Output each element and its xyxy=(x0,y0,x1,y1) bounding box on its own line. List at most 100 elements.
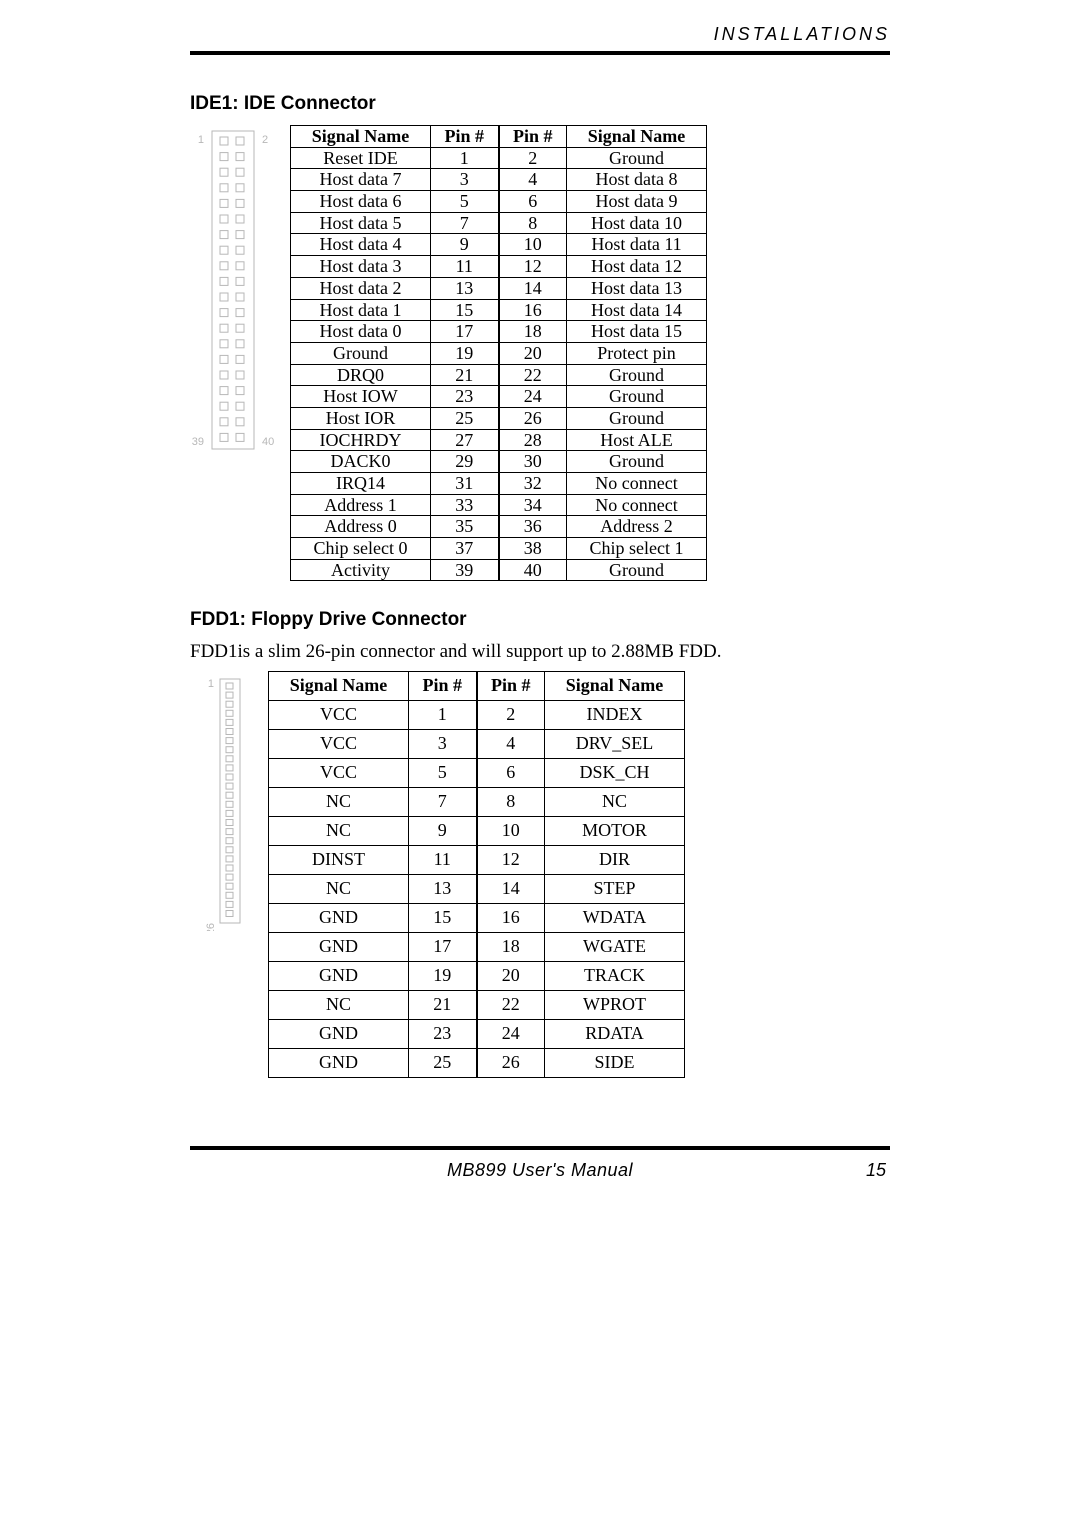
fdd-table: Signal NamePin #Pin #Signal Name VCC12IN… xyxy=(268,671,685,1077)
table-cell: 24 xyxy=(499,386,567,408)
table-cell: 22 xyxy=(499,364,567,386)
table-cell: GND xyxy=(269,961,409,990)
table-cell: 19 xyxy=(431,342,499,364)
table-cell: Address 1 xyxy=(291,494,431,516)
table-cell: Host data 9 xyxy=(567,191,707,213)
table-header: Signal Name xyxy=(567,126,707,148)
table-cell: 12 xyxy=(477,846,545,875)
table-cell: DACK0 xyxy=(291,451,431,473)
table-row: Host data 656Host data 9 xyxy=(291,191,707,213)
table-row: GND1718WGATE xyxy=(269,933,685,962)
table-cell: Host IOW xyxy=(291,386,431,408)
table-cell: GND xyxy=(269,933,409,962)
table-header: Signal Name xyxy=(269,672,409,701)
footer: MB899 User's Manual 15 xyxy=(190,1146,890,1181)
table-cell: NC xyxy=(545,788,685,817)
table-cell: IOCHRDY xyxy=(291,429,431,451)
table-cell: DSK_CH xyxy=(545,759,685,788)
table-row: Address 03536Address 2 xyxy=(291,516,707,538)
table-header: Pin # xyxy=(409,672,477,701)
table-cell: 20 xyxy=(499,342,567,364)
table-cell: 14 xyxy=(477,875,545,904)
table-cell: 33 xyxy=(431,494,499,516)
footer-rule xyxy=(190,1146,890,1150)
table-cell: Host data 7 xyxy=(291,169,431,191)
ide-diagram: 1 2 39 40 xyxy=(190,125,276,455)
fdd-title: FDD1: Floppy Drive Connector xyxy=(190,609,890,631)
table-row: NC1314STEP xyxy=(269,875,685,904)
table-cell: 29 xyxy=(431,451,499,473)
table-cell: 23 xyxy=(409,1019,477,1048)
table-cell: 8 xyxy=(477,788,545,817)
table-cell: VCC xyxy=(269,701,409,730)
table-cell: Host IOR xyxy=(291,407,431,429)
table-row: Host data 4910Host data 11 xyxy=(291,234,707,256)
ide-diag-top-left: 1 xyxy=(198,134,204,146)
table-cell: Host data 13 xyxy=(567,277,707,299)
table-row: NC2122WPROT xyxy=(269,990,685,1019)
table-cell: 25 xyxy=(431,407,499,429)
table-row: IRQ143132No connect xyxy=(291,473,707,495)
table-cell: Host data 10 xyxy=(567,212,707,234)
table-cell: DRQ0 xyxy=(291,364,431,386)
table-row: NC78NC xyxy=(269,788,685,817)
table-cell: No connect xyxy=(567,494,707,516)
table-cell: 18 xyxy=(477,933,545,962)
table-cell: Host ALE xyxy=(567,429,707,451)
table-header: Pin # xyxy=(431,126,499,148)
ide-diag-bot-left: 39 xyxy=(192,436,204,448)
table-cell: 16 xyxy=(477,904,545,933)
table-cell: 24 xyxy=(477,1019,545,1048)
fdd-diagram: 1 26 xyxy=(190,671,254,931)
table-cell: 20 xyxy=(477,961,545,990)
table-row: GND2526SIDE xyxy=(269,1048,685,1077)
table-cell: Host data 8 xyxy=(567,169,707,191)
header-rule xyxy=(190,51,890,55)
table-cell: 38 xyxy=(499,538,567,560)
table-cell: 7 xyxy=(431,212,499,234)
table-cell: SIDE xyxy=(545,1048,685,1077)
table-row: Address 13334No connect xyxy=(291,494,707,516)
table-cell: 31 xyxy=(431,473,499,495)
table-cell: Reset IDE xyxy=(291,147,431,169)
table-cell: 4 xyxy=(499,169,567,191)
table-cell: 6 xyxy=(499,191,567,213)
table-row: VCC12INDEX xyxy=(269,701,685,730)
table-cell: 15 xyxy=(431,299,499,321)
table-cell: TRACK xyxy=(545,961,685,990)
table-row: DINST1112DIR xyxy=(269,846,685,875)
table-cell: 35 xyxy=(431,516,499,538)
table-cell: 10 xyxy=(499,234,567,256)
table-cell: Host data 3 xyxy=(291,256,431,278)
table-row: Ground1920Protect pin xyxy=(291,342,707,364)
table-cell: 25 xyxy=(409,1048,477,1077)
table-cell: WGATE xyxy=(545,933,685,962)
table-cell: Host data 6 xyxy=(291,191,431,213)
table-cell: 3 xyxy=(409,730,477,759)
table-row: Host data 578Host data 10 xyxy=(291,212,707,234)
table-cell: 10 xyxy=(477,817,545,846)
table-cell: Host data 0 xyxy=(291,321,431,343)
table-cell: 16 xyxy=(499,299,567,321)
fdd-subtitle: FDD1is a slim 26-pin connector and will … xyxy=(190,641,890,663)
table-cell: Host data 12 xyxy=(567,256,707,278)
ide-diag-top-right: 2 xyxy=(262,134,268,146)
ide-diag-bot-right: 40 xyxy=(262,436,274,448)
table-cell: VCC xyxy=(269,730,409,759)
table-cell: 1 xyxy=(431,147,499,169)
ide-table: Signal NamePin #Pin #Signal Name Reset I… xyxy=(290,125,707,581)
table-cell: 8 xyxy=(499,212,567,234)
table-cell: RDATA xyxy=(545,1019,685,1048)
table-cell: 17 xyxy=(431,321,499,343)
table-row: VCC56DSK_CH xyxy=(269,759,685,788)
table-cell: Activity xyxy=(291,559,431,581)
table-cell: Ground xyxy=(567,364,707,386)
table-cell: 12 xyxy=(499,256,567,278)
table-cell: 18 xyxy=(499,321,567,343)
table-row: NC910MOTOR xyxy=(269,817,685,846)
table-cell: Ground xyxy=(567,559,707,581)
table-row: VCC34DRV_SEL xyxy=(269,730,685,759)
table-header: Signal Name xyxy=(545,672,685,701)
table-header: Pin # xyxy=(499,126,567,148)
table-cell: GND xyxy=(269,904,409,933)
